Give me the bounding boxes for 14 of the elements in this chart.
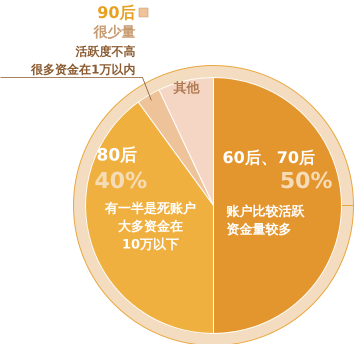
text: 资金量较多: [226, 222, 292, 238]
legend-label: 90后: [97, 3, 136, 22]
text: 账户比较活跃: [226, 204, 306, 220]
data-label: 50%: [280, 169, 333, 194]
text: 10万以下: [122, 238, 180, 252]
text: 有一半是死账户: [104, 200, 196, 216]
text: 很少量: [92, 24, 136, 40]
slice-label: 80后: [96, 146, 138, 166]
text: 很多资金在1万以内: [30, 62, 136, 76]
text: 活跃度不高: [74, 44, 136, 58]
text: 大多资金在: [118, 220, 183, 234]
slice-label: 60后、70后: [222, 148, 316, 167]
slice-label: 其他: [172, 81, 200, 96]
data-label: 40%: [94, 169, 148, 194]
